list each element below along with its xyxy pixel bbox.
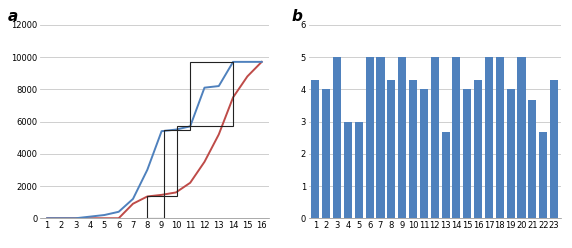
Bar bbox=[177, 126, 190, 129]
Bar bbox=[366, 57, 374, 218]
Bar bbox=[550, 80, 558, 218]
Bar bbox=[333, 57, 341, 218]
Text: b: b bbox=[291, 9, 302, 24]
Bar bbox=[409, 80, 417, 218]
Bar bbox=[442, 132, 450, 218]
Bar bbox=[148, 196, 165, 218]
Bar bbox=[529, 100, 537, 218]
Bar bbox=[355, 122, 363, 218]
Bar bbox=[398, 57, 406, 218]
Bar bbox=[507, 89, 515, 218]
Bar bbox=[165, 129, 177, 196]
Bar bbox=[518, 57, 526, 218]
Bar bbox=[539, 132, 547, 218]
Bar bbox=[496, 57, 504, 218]
Bar bbox=[474, 80, 482, 218]
Bar bbox=[420, 89, 428, 218]
Bar bbox=[376, 57, 384, 218]
Bar bbox=[311, 80, 319, 218]
Bar bbox=[463, 89, 471, 218]
Bar bbox=[485, 57, 493, 218]
Bar bbox=[322, 89, 330, 218]
Bar bbox=[431, 57, 439, 218]
Bar bbox=[387, 80, 395, 218]
Bar bbox=[344, 122, 352, 218]
Bar bbox=[190, 62, 233, 126]
Text: a: a bbox=[8, 9, 18, 24]
Bar bbox=[452, 57, 460, 218]
